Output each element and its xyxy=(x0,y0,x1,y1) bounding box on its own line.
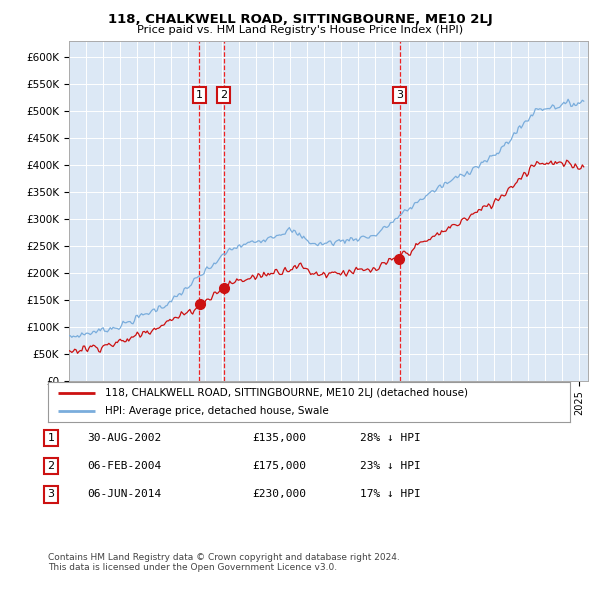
Text: Contains HM Land Registry data © Crown copyright and database right 2024.: Contains HM Land Registry data © Crown c… xyxy=(48,553,400,562)
Text: 3: 3 xyxy=(47,490,55,499)
Text: 2: 2 xyxy=(220,90,227,100)
Text: HPI: Average price, detached house, Swale: HPI: Average price, detached house, Swal… xyxy=(106,406,329,416)
Text: 118, CHALKWELL ROAD, SITTINGBOURNE, ME10 2LJ (detached house): 118, CHALKWELL ROAD, SITTINGBOURNE, ME10… xyxy=(106,388,469,398)
Text: 06-FEB-2004: 06-FEB-2004 xyxy=(87,461,161,471)
Text: 1: 1 xyxy=(196,90,203,100)
Text: 3: 3 xyxy=(396,90,403,100)
Text: 118, CHALKWELL ROAD, SITTINGBOURNE, ME10 2LJ: 118, CHALKWELL ROAD, SITTINGBOURNE, ME10… xyxy=(107,13,493,26)
Text: 28% ↓ HPI: 28% ↓ HPI xyxy=(360,433,421,442)
Text: £135,000: £135,000 xyxy=(252,433,306,442)
Text: 2: 2 xyxy=(47,461,55,471)
Text: 23% ↓ HPI: 23% ↓ HPI xyxy=(360,461,421,471)
Text: £175,000: £175,000 xyxy=(252,461,306,471)
Text: 1: 1 xyxy=(47,433,55,442)
Text: £230,000: £230,000 xyxy=(252,490,306,499)
Text: Price paid vs. HM Land Registry's House Price Index (HPI): Price paid vs. HM Land Registry's House … xyxy=(137,25,463,35)
Text: 06-JUN-2014: 06-JUN-2014 xyxy=(87,490,161,499)
Text: 17% ↓ HPI: 17% ↓ HPI xyxy=(360,490,421,499)
Text: 30-AUG-2002: 30-AUG-2002 xyxy=(87,433,161,442)
Text: This data is licensed under the Open Government Licence v3.0.: This data is licensed under the Open Gov… xyxy=(48,563,337,572)
